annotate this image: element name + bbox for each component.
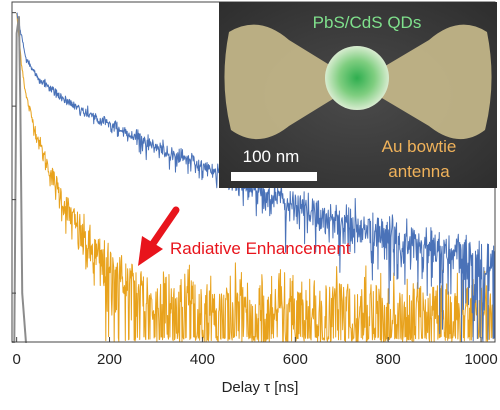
radiative-enhancement-arrow [138,206,180,266]
quantum-dot-cluster [325,46,389,110]
x-axis-label: Delay τ [ns] [222,379,299,396]
scale-bar-label: 100 nm [243,147,300,166]
scale-bar [231,172,317,181]
series-line-1 [16,12,496,343]
x-ticks: 0 200 400 600 800 1000 [12,12,498,368]
x-tick-label: 1000 [464,351,497,368]
series-line-3 [11,15,28,343]
inset-antenna-label-line1: Au bowtie [382,137,457,156]
x-tick-label: 400 [190,351,215,368]
x-tick-label: 800 [376,351,401,368]
bowtie-right-lobe [375,24,492,140]
bowtie-left-lobe [224,24,341,140]
sem-inset: PbS/CdS QDs 100 nm Au bowtie antenna [219,2,497,188]
sem-inset-image: PbS/CdS QDs 100 nm Au bowtie antenna [219,2,497,188]
series-layer [11,12,496,343]
x-tick-label: 0 [12,351,20,368]
radiative-enhancement-label: Radiative Enhancement [170,239,351,258]
series-line-2 [16,12,496,343]
inset-qd-label: PbS/CdS QDs [313,13,422,32]
x-tick-label: 200 [97,351,122,368]
inset-antenna-label-line2: antenna [388,162,450,181]
x-tick-label: 600 [283,351,308,368]
